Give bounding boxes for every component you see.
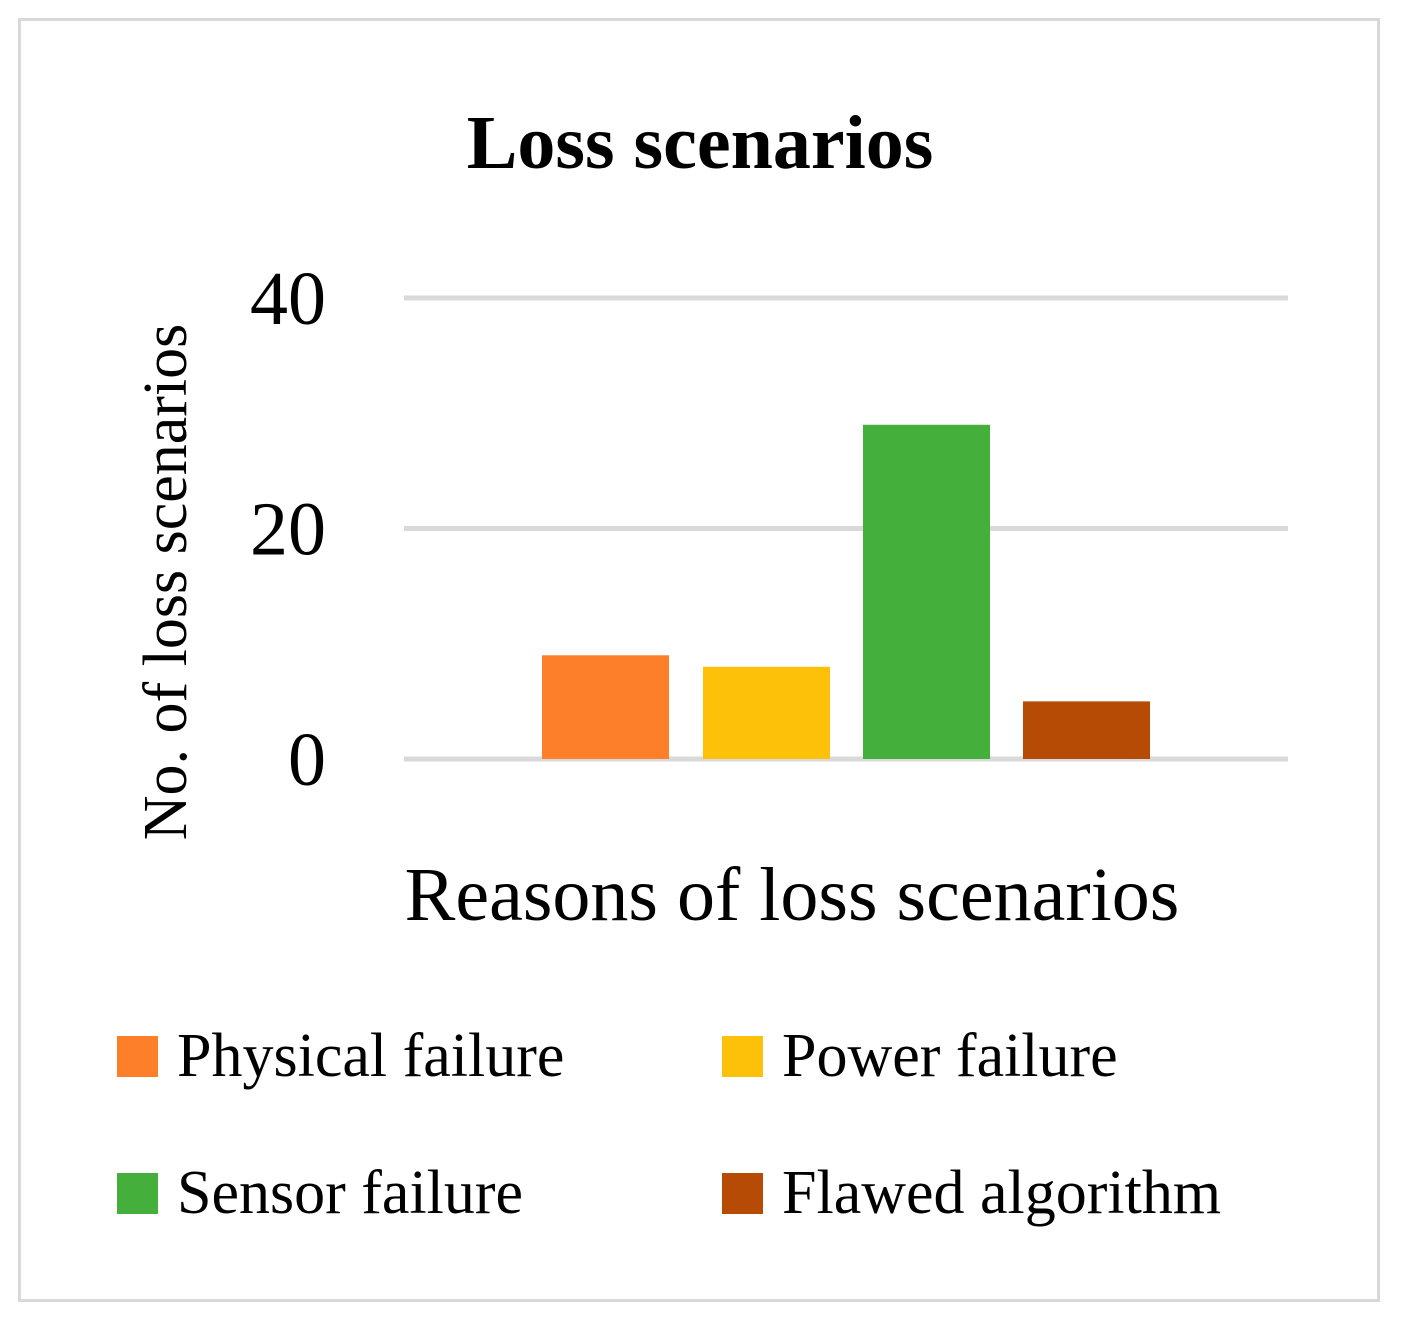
- bar-flawed-algorithm: [1023, 701, 1150, 759]
- legend-swatch-physical-failure: [117, 1036, 158, 1077]
- bar-power-failure: [703, 666, 830, 759]
- legend-swatch-power-failure: [722, 1036, 763, 1077]
- gridlines: [404, 295, 1288, 762]
- chart-frame: [18, 18, 1380, 1302]
- legend-swatch-flawed-algorithm: [722, 1173, 763, 1214]
- bars: [542, 424, 1150, 759]
- y-tick-label-0: 0: [288, 718, 326, 802]
- y-tick-labels: 0 20 40: [250, 257, 326, 802]
- legend-swatch-sensor-failure: [117, 1173, 158, 1214]
- bar-sensor-failure: [863, 424, 990, 759]
- y-axis-label: No. of loss scenarios: [132, 324, 200, 841]
- y-tick-label-20: 20: [250, 488, 326, 572]
- legend-label-power-failure: Power failure: [782, 1022, 1118, 1090]
- legend-label-physical-failure: Physical failure: [177, 1022, 564, 1090]
- bar-physical-failure: [542, 655, 669, 759]
- chart-title: Loss scenarios: [467, 101, 934, 185]
- legend-label-sensor-failure: Sensor failure: [177, 1159, 523, 1227]
- legend: Physical failure Power failure Sensor fail…: [117, 1022, 1221, 1227]
- x-axis-label: Reasons of loss scenarios: [405, 853, 1180, 937]
- legend-label-flawed-algorithm: Flawed algorithm: [782, 1159, 1221, 1227]
- y-tick-label-40: 40: [250, 257, 326, 341]
